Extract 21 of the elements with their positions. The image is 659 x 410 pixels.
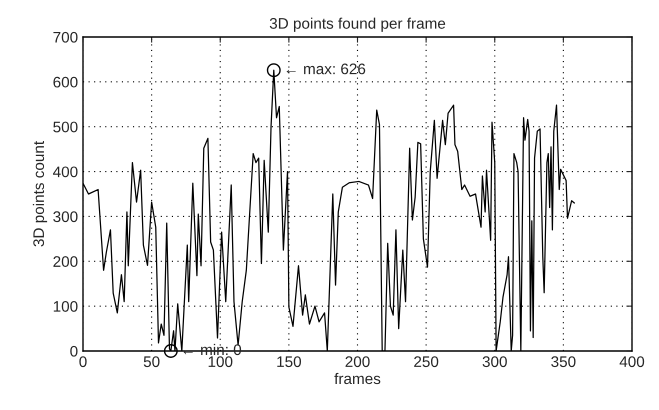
y-tick-label: 600 bbox=[53, 76, 78, 88]
x-tick-label: 400 bbox=[620, 356, 644, 368]
x-tick-label: 0 bbox=[79, 356, 87, 368]
annotation: ← max: 626 bbox=[286, 63, 366, 74]
y-axis-title: 3D points count bbox=[32, 141, 48, 246]
x-tick-label: 250 bbox=[414, 356, 438, 368]
y-tick-label: 500 bbox=[53, 122, 78, 132]
y-tick-label: 400 bbox=[53, 166, 78, 178]
y-tick-label: 100 bbox=[54, 301, 78, 312]
x-tick-label: 100 bbox=[208, 356, 232, 368]
x-tick-label: 50 bbox=[144, 356, 160, 368]
y-tick-label: 700 bbox=[53, 32, 78, 43]
x-tick-label: 150 bbox=[277, 356, 302, 368]
x-tick-label: 200 bbox=[346, 356, 370, 368]
x-axis-title: frames bbox=[334, 372, 380, 384]
x-tick-label: 350 bbox=[551, 356, 576, 368]
y-tick-label: 0 bbox=[70, 346, 78, 357]
y-tick-label: 300 bbox=[53, 211, 78, 222]
chart-title: 3D points found per frame bbox=[270, 18, 446, 32]
y-tick-label: 200 bbox=[53, 256, 78, 267]
x-tick-label: 300 bbox=[482, 356, 507, 368]
